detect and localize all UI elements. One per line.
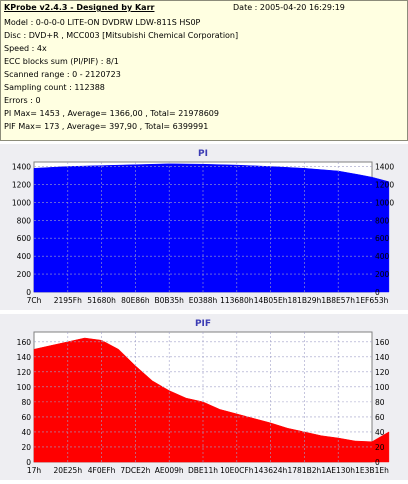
pif-stats: PIF Max= 173 , Average= 397,90 , Total= … [4, 122, 209, 131]
pi-xtick-label: 7Ch [27, 296, 42, 305]
pif-ytick-label-right: 160 [375, 338, 390, 347]
pi-ytick-label-left: 1200 [12, 180, 31, 189]
pif-ytick-label-left: 100 [17, 383, 32, 392]
pi-chart-title: PI [198, 149, 208, 159]
drive-model: Model : 0-0-0-0 LITE-ON DVDRW LDW-811S H… [4, 18, 201, 27]
pif-xtick-label: 1E3B1Eh [355, 466, 389, 475]
pi-ytick-label-left: 200 [17, 270, 32, 279]
pi-ytick-label-right: 200 [375, 270, 390, 279]
pi-xtick-label: 80E86h [121, 296, 150, 305]
pif-xtick-label: 4F0EFh [88, 466, 116, 475]
pif-ytick-label-right: 80 [375, 398, 385, 407]
pi-xtick-label: 1EF653h [356, 296, 389, 305]
pi-ytick-label-left: 1000 [12, 198, 31, 207]
pi-ytick-label-left: 600 [17, 234, 32, 243]
pif-xtick-label: 143624h [254, 466, 288, 475]
pi-ytick-label-right: 400 [375, 252, 390, 261]
pif-xtick-label: AE009h [155, 466, 184, 475]
pif-xtick-label: DBE11h [188, 466, 218, 475]
pif-series-area [33, 337, 390, 463]
pif-ytick-label-left: 160 [17, 338, 32, 347]
pif-ytick-label-right: 140 [375, 353, 390, 362]
pi-xtick-label: 113680h [220, 296, 254, 305]
pi-xtick-label: 14B05Eh [254, 296, 288, 305]
pif-ytick-label-right: 0 [375, 458, 380, 467]
pi-chart: PI 0 0 200 200 400 400 600 600 800 800 1000 1000 1200… [12, 149, 394, 305]
pif-ytick-label-left: 120 [17, 368, 32, 377]
speed-info: Speed : 4x [4, 44, 47, 53]
pi-xtick-label: 181B29h [288, 296, 322, 305]
pi-ytick-label-right: 800 [375, 216, 390, 225]
sampling-count: Sampling count : 112388 [4, 83, 105, 92]
pi-xtick-label: E0388h [189, 296, 218, 305]
pif-ytick-label-left: 80 [21, 398, 31, 407]
pi-ytick-label-right: 1400 [375, 162, 394, 171]
pif-xtick-label: 20E25h [54, 466, 83, 475]
pif-chart: PIF 0 0 20 20 40 40 60 60 80 80 100 100 120 120 140 140 1… [17, 319, 390, 475]
error-count: Errors : 0 [4, 96, 41, 105]
pif-xtick-label: 10E0CFh [220, 466, 254, 475]
pif-chart-title: PIF [195, 319, 211, 329]
pif-ytick-label-right: 100 [375, 383, 390, 392]
disc-info: Disc : DVD+R , MCC003 [Mitsubishi Chemic… [4, 31, 239, 40]
pi-ytick-label-left: 400 [17, 252, 32, 261]
pi-xtick-label: 51680h [87, 296, 116, 305]
pif-xtick-label: 17h [27, 466, 42, 475]
pif-ytick-label-left: 60 [21, 413, 31, 422]
pif-ytick-label-right: 20 [375, 443, 385, 452]
pif-chart-panel: PIF 0 0 20 20 40 40 60 60 80 80 100 100 120 120 140 140 1… [0, 314, 408, 480]
info-panel: KProbe v2.4.3 - Designed by Karr Date : … [0, 0, 408, 141]
pi-ytick-label-right: 0 [375, 288, 380, 297]
scanned-range: Scanned range : 0 - 2120723 [4, 70, 121, 79]
pif-ytick-label-left: 40 [21, 428, 31, 437]
pif-ytick-label-right: 60 [375, 413, 385, 422]
pif-ytick-label-left: 140 [17, 353, 32, 362]
pif-xtick-label: 1781B2h [288, 466, 322, 475]
pi-xtick-label: 1B8E57h [321, 296, 355, 305]
pi-chart-panel: PI 0 0 200 200 400 400 600 600 800 800 1000 1000 1200… [0, 144, 408, 310]
pif-xtick-label: 1AE130h [321, 466, 355, 475]
scan-date: Date : 2005-04-20 16:29:19 [233, 3, 345, 12]
pif-ytick-label-left: 20 [21, 443, 31, 452]
app-title: KProbe v2.4.3 - Designed by Karr [4, 3, 155, 12]
pi-xtick-label: B0B35h [155, 296, 185, 305]
pif-ytick-label-right: 120 [375, 368, 390, 377]
ecc-sum: ECC blocks sum (PI/PIF) : 8/1 [4, 57, 119, 66]
pi-ytick-label-left: 1400 [12, 162, 31, 171]
pi-ytick-label-right: 1000 [375, 198, 394, 207]
pi-ytick-label-right: 1200 [375, 180, 394, 189]
pi-ytick-label-left: 800 [17, 216, 32, 225]
pi-ytick-label-left: 0 [26, 288, 31, 297]
pif-ytick-label-left: 0 [26, 458, 31, 467]
pi-series-area [33, 163, 390, 293]
pi-ytick-label-right: 600 [375, 234, 390, 243]
pif-xtick-label: 7DCE2h [120, 466, 150, 475]
pi-stats: PI Max= 1453 , Average= 1366,00 , Total=… [4, 109, 219, 118]
pif-ytick-label-right: 40 [375, 428, 385, 437]
pi-xtick-label: 2195Fh [54, 296, 82, 305]
